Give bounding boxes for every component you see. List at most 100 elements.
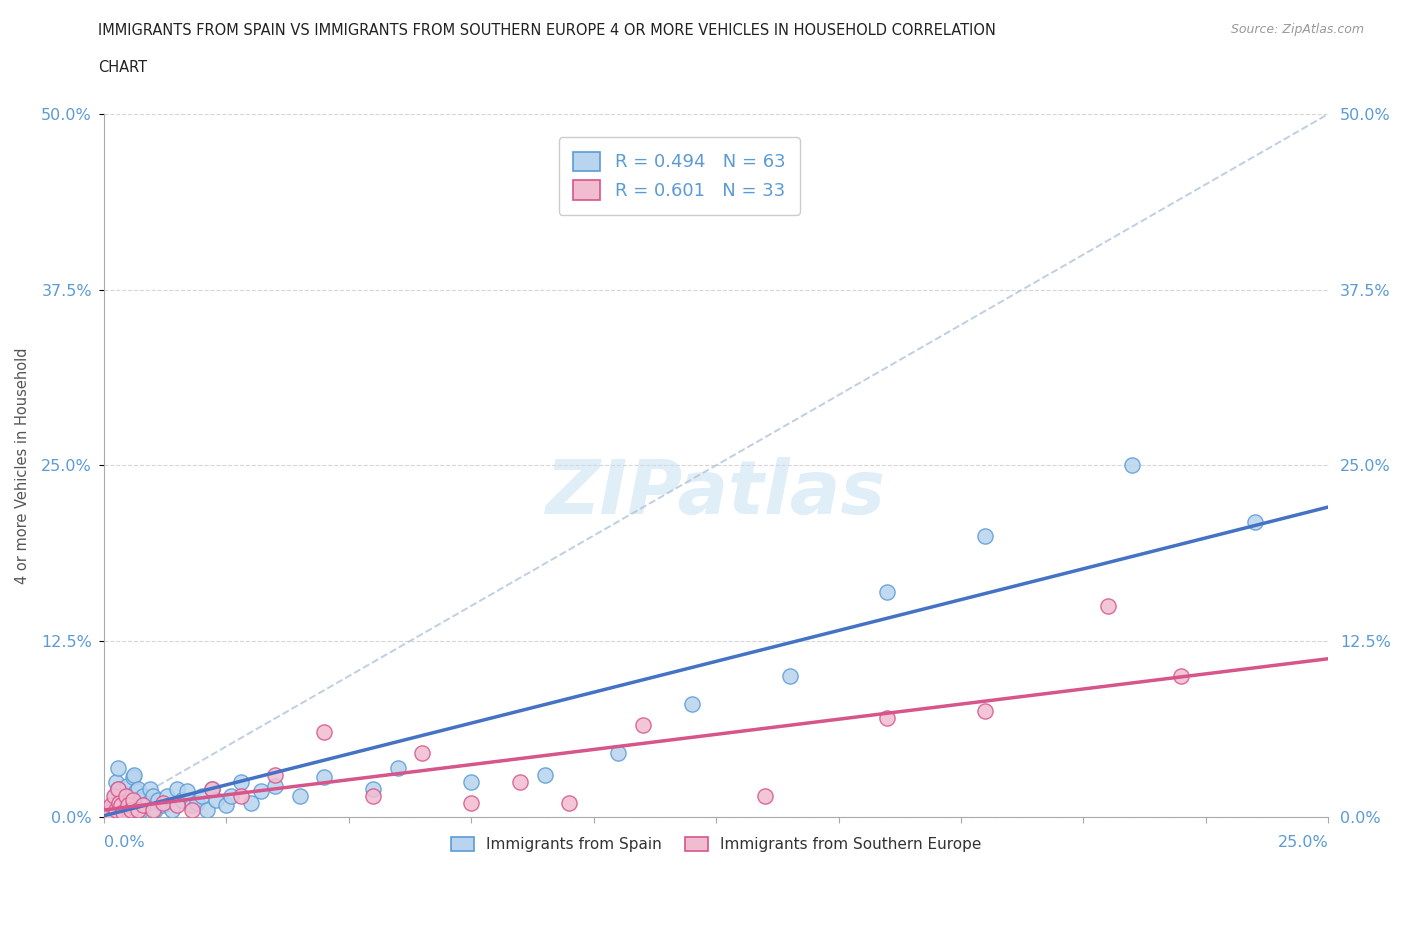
Point (111, 805, 134, 820)
Point (314, 725, 336, 740)
Point (136, 795, 159, 810)
Point (460, 774, 482, 789)
Point (108, 795, 131, 810)
Point (166, 781, 188, 796)
Y-axis label: 4 or more Vehicles in Household: 4 or more Vehicles in Household (15, 347, 30, 584)
Point (114, 789, 136, 804)
Text: 0.0%: 0.0% (104, 835, 145, 850)
Point (97, 805, 120, 820)
Point (122, 770, 145, 785)
Point (103, 789, 125, 804)
Point (120, 803, 142, 817)
Text: ZIPatlas: ZIPatlas (546, 457, 886, 530)
Point (195, 803, 218, 817)
Point (219, 789, 242, 804)
Point (107, 781, 129, 796)
Point (239, 795, 262, 810)
Point (361, 789, 384, 804)
Point (229, 774, 252, 789)
Point (124, 784, 146, 799)
Point (152, 795, 174, 810)
Point (181, 803, 204, 817)
Point (100, 805, 122, 820)
Point (411, 746, 433, 761)
Point (533, 767, 555, 782)
Point (103, 789, 125, 804)
Point (112, 792, 135, 807)
Point (558, 795, 581, 810)
Point (107, 760, 129, 775)
Point (117, 778, 139, 793)
Point (122, 767, 145, 782)
Point (681, 697, 703, 711)
Point (229, 789, 252, 804)
Point (127, 781, 149, 796)
Point (264, 767, 287, 782)
Point (166, 798, 188, 813)
Point (509, 774, 531, 789)
Point (876, 584, 898, 599)
Point (108, 795, 131, 810)
Point (117, 795, 139, 810)
Point (146, 792, 169, 807)
Point (460, 795, 482, 810)
Point (172, 792, 194, 807)
Point (181, 798, 204, 813)
Point (162, 803, 184, 817)
Point (779, 669, 801, 684)
Point (200, 781, 222, 796)
Point (117, 798, 139, 813)
Point (631, 718, 654, 733)
Point (132, 798, 155, 813)
Point (107, 781, 129, 796)
Point (127, 803, 149, 817)
Point (876, 711, 898, 725)
Point (143, 803, 166, 817)
Point (142, 789, 165, 804)
Point (112, 798, 135, 813)
Point (103, 798, 125, 813)
Point (139, 781, 162, 796)
Text: CHART: CHART (98, 60, 148, 75)
Point (105, 774, 128, 789)
Point (607, 746, 630, 761)
Point (288, 789, 311, 804)
Point (152, 798, 174, 813)
Text: Source: ZipAtlas.com: Source: ZipAtlas.com (1230, 23, 1364, 36)
Point (142, 803, 165, 817)
Point (110, 798, 132, 813)
Point (112, 805, 135, 820)
Point (176, 784, 198, 799)
Point (205, 792, 228, 807)
Point (186, 795, 208, 810)
Point (974, 704, 997, 719)
Point (128, 792, 150, 807)
Point (974, 528, 997, 543)
Point (127, 798, 149, 813)
Point (118, 805, 141, 820)
Point (122, 792, 145, 807)
Point (215, 798, 238, 813)
Point (156, 789, 179, 804)
Point (132, 789, 155, 804)
Point (100, 798, 122, 813)
Point (200, 781, 222, 796)
Point (114, 803, 136, 817)
Point (754, 789, 776, 804)
Point (129, 803, 152, 817)
Point (120, 803, 142, 817)
Point (387, 760, 409, 775)
Point (105, 803, 128, 817)
Point (110, 784, 132, 799)
Point (361, 781, 384, 796)
Point (1243, 514, 1265, 529)
Point (264, 778, 287, 793)
Legend: Immigrants from Spain, Immigrants from Southern Europe: Immigrants from Spain, Immigrants from S… (444, 831, 987, 858)
Point (190, 789, 212, 804)
Point (1170, 669, 1192, 684)
Point (314, 770, 336, 785)
Point (1121, 458, 1143, 472)
Point (107, 803, 129, 817)
Point (1097, 599, 1119, 614)
Point (134, 798, 156, 813)
